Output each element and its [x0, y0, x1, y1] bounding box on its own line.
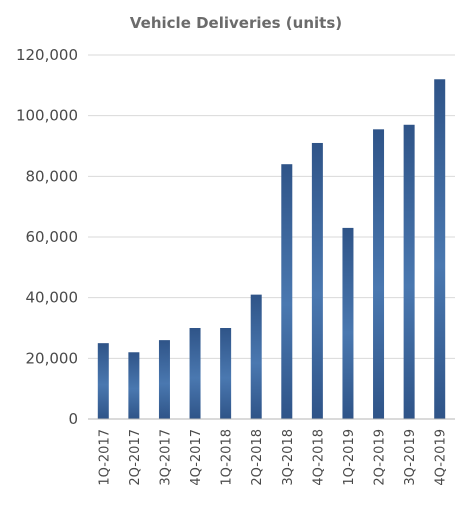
- bar-4q-2019: [434, 79, 446, 420]
- bars: [97, 79, 446, 420]
- bar-3q-2017: [158, 340, 170, 419]
- bar-2q-2017: [128, 352, 140, 419]
- x-tick-label: 2Q-2018: [250, 429, 265, 486]
- y-tick-label: 0: [68, 410, 78, 428]
- chart-title: Vehicle Deliveries (units): [130, 14, 342, 32]
- bar-1q-2019: [342, 227, 354, 419]
- bar-4q-2018: [311, 142, 323, 419]
- y-tick-label: 100,000: [16, 107, 78, 125]
- x-tick-label: 3Q-2019: [403, 429, 418, 486]
- grid-lines: [88, 54, 455, 359]
- bar-3q-2019: [403, 124, 415, 420]
- x-tick-label: 1Q-2017: [97, 429, 112, 486]
- x-tick-label: 4Q-2018: [311, 429, 326, 486]
- y-tick-label: 60,000: [26, 228, 79, 246]
- x-tick-label: 4Q-2017: [189, 429, 204, 486]
- x-tick-label: 1Q-2018: [220, 429, 235, 486]
- y-tick-label: 120,000: [16, 46, 78, 64]
- bar-2q-2019: [373, 129, 385, 420]
- y-tick-label: 80,000: [26, 167, 79, 185]
- bar-2q-2018: [250, 294, 262, 419]
- x-tick-label: 1Q-2019: [342, 429, 357, 486]
- bar-3q-2018: [281, 164, 293, 419]
- y-tick-label: 40,000: [26, 289, 79, 307]
- x-tick-label: 4Q-2019: [434, 429, 449, 486]
- bar-4q-2017: [189, 328, 201, 419]
- y-axis-ticks: 0 20,000 40,000 60,000 80,000 100,000 120,000: [16, 46, 78, 428]
- y-tick-label: 20,000: [26, 349, 79, 367]
- x-tick-label: 2Q-2019: [373, 429, 388, 486]
- bar-1q-2018: [220, 328, 232, 419]
- bar-1q-2017: [97, 343, 109, 419]
- x-tick-label: 3Q-2018: [281, 429, 296, 486]
- x-tick-label: 2Q-2017: [128, 429, 143, 486]
- x-axis-ticks: 1Q-2017 2Q-2017 3Q-2017 4Q-2017 1Q-2018 2Q-20…: [97, 429, 448, 486]
- x-tick-label: 3Q-2017: [158, 429, 173, 486]
